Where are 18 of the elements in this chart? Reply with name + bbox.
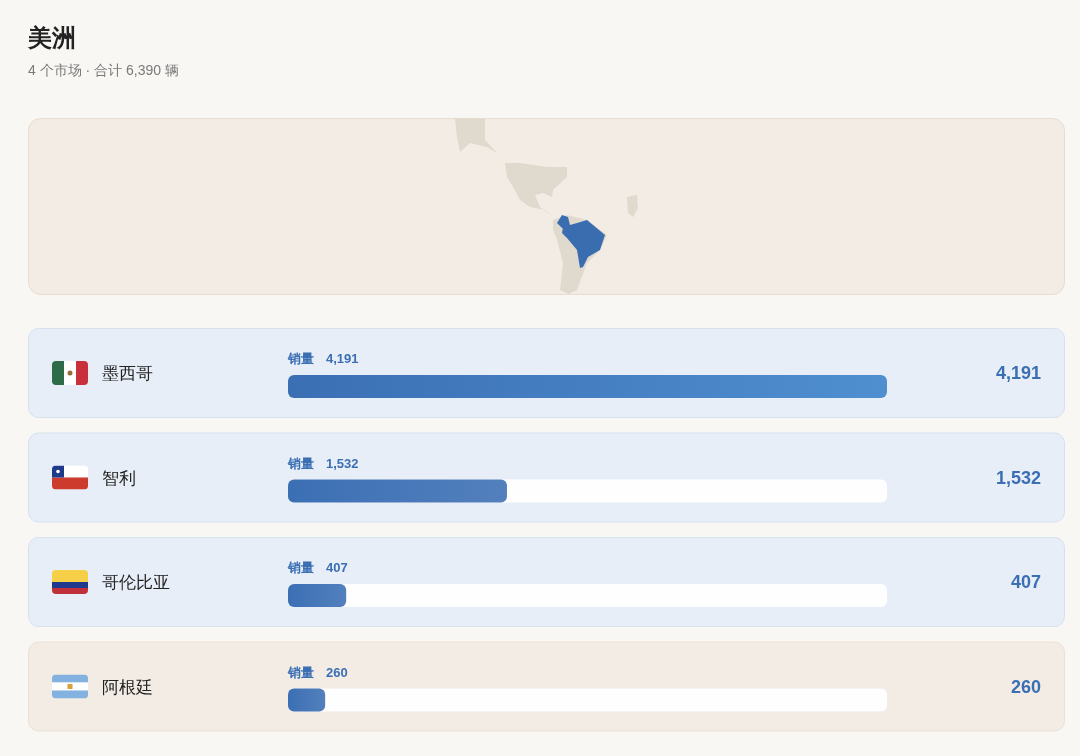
y-tick-label: 阿根廷	[102, 677, 153, 697]
data-label: 407	[1010, 572, 1041, 592]
text: 销量	[288, 560, 314, 575]
y-tick-label: 哥伦比亚	[102, 573, 170, 592]
data-label: 1,532	[995, 467, 1041, 488]
text: 407	[326, 560, 348, 575]
text: 1,532	[326, 455, 359, 471]
text: 销量	[288, 664, 314, 680]
text: 销量	[288, 455, 314, 471]
text: 美洲	[27, 24, 76, 51]
data-label: 4,191	[995, 363, 1041, 383]
series-label: 销量	[287, 351, 314, 366]
text: 4 个市场 · 合计 6,390 辆	[28, 62, 179, 78]
text: 4,191	[326, 351, 359, 366]
y-tick-label: 墨西哥	[102, 364, 153, 383]
data-label: 260	[1010, 676, 1041, 697]
text: 260	[326, 664, 348, 680]
y-tick-label: 智利	[102, 468, 136, 488]
